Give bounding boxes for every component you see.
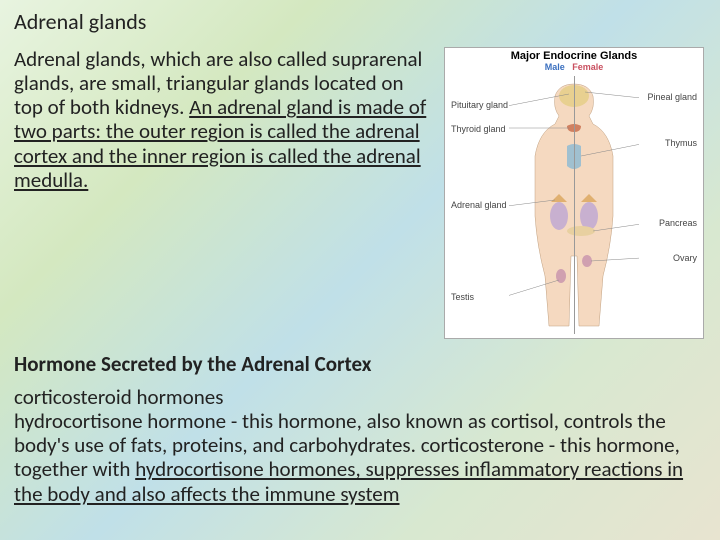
label-pituitary: Pituitary gland — [451, 100, 508, 110]
label-testis: Testis — [451, 292, 474, 302]
label-ovary: Ovary — [673, 253, 697, 263]
slide-title: Adrenal glands — [14, 8, 706, 35]
intro-paragraph: Adrenal glands, which are also called su… — [14, 47, 434, 339]
testis-shape — [556, 269, 566, 283]
female-label: Female — [572, 62, 603, 72]
diagram-title: Major Endocrine Glands — [445, 48, 703, 62]
body-svg — [509, 76, 639, 334]
pancreas-shape — [567, 226, 595, 236]
label-pineal: Pineal gland — [647, 92, 697, 102]
midline — [574, 76, 575, 334]
label-pancreas: Pancreas — [659, 218, 697, 228]
top-row: Adrenal glands, which are also called su… — [14, 47, 706, 339]
endocrine-diagram: Major Endocrine Glands Male Female — [444, 47, 704, 339]
male-label: Male — [545, 62, 565, 72]
diagram-subtitle: Male Female — [445, 62, 703, 72]
hormones-paragraph: corticosteroid hormoneshydrocortisone ho… — [14, 385, 709, 506]
ovary-shape — [582, 255, 592, 267]
kidney-left — [550, 202, 568, 230]
kidney-right — [580, 202, 598, 230]
label-thymus: Thymus — [665, 138, 697, 148]
section-subtitle: Hormone Secreted by the Adrenal Cortex — [14, 351, 706, 377]
label-thyroid: Thyroid gland — [451, 124, 506, 134]
label-adrenal: Adrenal gland — [451, 200, 507, 210]
